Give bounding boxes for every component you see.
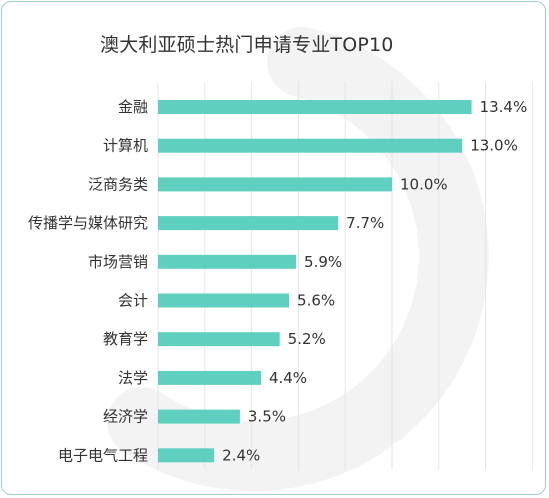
bar [158, 409, 240, 424]
value-label: 5.2% [288, 330, 326, 348]
bar [158, 448, 215, 463]
category-label: 金融 [118, 98, 148, 116]
bar [158, 177, 392, 192]
bar [158, 216, 339, 231]
value-label: 5.9% [304, 253, 342, 271]
bar [158, 293, 290, 308]
value-label: 13.4% [480, 98, 528, 116]
value-label: 5.6% [297, 292, 335, 310]
category-label: 泛商务类 [88, 175, 148, 193]
category-label: 电子电气工程 [58, 446, 148, 464]
category-label: 计算机 [103, 137, 148, 155]
watermark-arc [107, 27, 489, 492]
bar [158, 332, 280, 347]
category-label: 教育学 [103, 330, 148, 348]
value-label: 2.4% [222, 446, 260, 464]
bars [158, 100, 472, 463]
value-label: 4.4% [269, 369, 307, 387]
category-label: 法学 [118, 369, 148, 387]
watermark [107, 27, 489, 492]
value-label: 3.5% [248, 408, 286, 426]
value-label: 7.7% [346, 214, 384, 232]
chart-title: 澳大利亚硕士热门申请专业TOP10 [100, 34, 394, 56]
bar [158, 138, 463, 153]
bar [158, 100, 472, 114]
category-label: 市场营销 [88, 253, 148, 271]
category-label: 经济学 [103, 408, 148, 426]
value-label: 10.0% [400, 175, 448, 193]
category-label: 会计 [118, 292, 148, 310]
bar [158, 254, 297, 269]
value-labels: 13.4% 13.0% 10.0% 7.7% 5.9% 5.6% 5.2% 4.4% 3.5% 2… [222, 98, 527, 464]
bar [158, 370, 261, 385]
category-label: 传播学与媒体研究 [28, 214, 148, 232]
value-label: 13.0% [470, 137, 518, 155]
